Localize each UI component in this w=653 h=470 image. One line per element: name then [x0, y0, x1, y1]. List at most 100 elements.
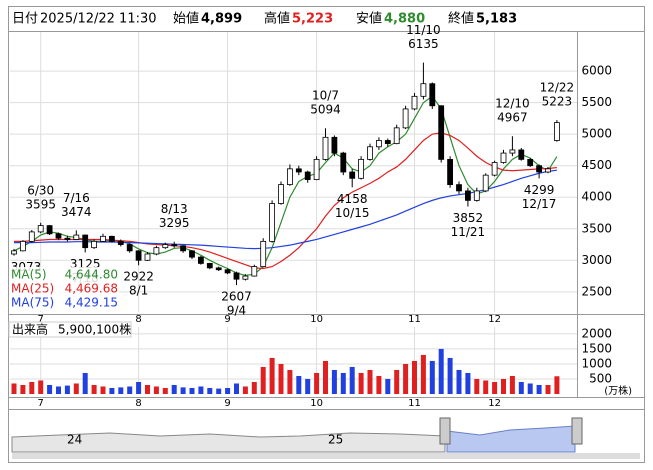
volume-bar: [216, 388, 222, 394]
annotation-date: 11/10: [406, 23, 441, 37]
candle-body: [117, 240, 124, 245]
volume-bar: [269, 357, 275, 394]
x-tick-label: 8: [135, 314, 141, 325]
value: 4,899: [201, 12, 242, 27]
navigator-handle[interactable]: [571, 417, 583, 445]
candle-body: [286, 168, 293, 186]
candle-body: [251, 266, 258, 277]
annotation-value: 5094: [310, 103, 341, 117]
unit-label: (万株): [604, 384, 632, 397]
volume-bar: [527, 383, 533, 394]
annotation-value: 4158: [337, 192, 368, 206]
legend-name: MA(75): [11, 296, 54, 310]
volume-bar: [20, 384, 26, 394]
value: 5,223: [292, 12, 333, 27]
candle-body: [82, 234, 89, 249]
x-tick-label: 12: [488, 398, 501, 409]
annotation-value: 4967: [497, 111, 528, 125]
volume-label: 出来高: [12, 322, 48, 337]
volume-bar: [394, 369, 400, 394]
volume-bar: [73, 383, 79, 394]
volume-bar: [251, 381, 257, 394]
x-tick-label: 10: [310, 398, 323, 409]
y-tick-label: 2500: [581, 284, 612, 298]
legend-name: MA(25): [11, 282, 54, 296]
candle-body: [295, 168, 302, 173]
volume-bar: [189, 387, 195, 394]
candle-body: [46, 225, 53, 235]
legend-value: 4,644.80: [65, 268, 118, 282]
annotation-date: 12/10: [495, 97, 530, 111]
candle-body: [536, 165, 542, 173]
label: 安値: [356, 11, 382, 27]
navigator-handle[interactable]: [439, 417, 451, 445]
candle-body: [402, 108, 409, 129]
volume-bar: [429, 360, 435, 394]
y-tick-label: 6000: [581, 64, 612, 78]
candle-body: [215, 267, 222, 271]
volume-bar: [438, 348, 444, 394]
value: 4,880: [384, 12, 425, 27]
volume-bar: [296, 375, 302, 394]
volume-bar: [118, 387, 124, 394]
scrollbar[interactable]: [12, 453, 640, 459]
candle-body: [100, 235, 106, 242]
annotation-date: 7/16: [63, 191, 90, 205]
volume-bar: [367, 369, 373, 394]
label: 始値: [173, 11, 199, 27]
volume-bar: [358, 372, 364, 394]
datetime: 2025/12/22 11:30: [40, 12, 157, 27]
volume-bar: [56, 386, 61, 394]
candle-body: [55, 233, 62, 239]
annotation-date: 8/13: [161, 202, 188, 216]
candle-body: [109, 235, 115, 242]
candle-body: [509, 149, 516, 154]
volume-bar: [64, 385, 70, 394]
x-tick-label: 9: [224, 398, 230, 409]
candle-body: [37, 225, 44, 233]
annotation-value: 4299: [524, 183, 555, 197]
volume-bar: [314, 372, 320, 394]
y-tick-label: 2000: [581, 326, 612, 340]
y-tick-label: 5500: [581, 95, 612, 109]
candle-body: [518, 149, 525, 160]
annotation-date: 9/4: [227, 304, 246, 318]
candle-body: [491, 162, 498, 176]
legend-box: [8, 321, 132, 338]
volume-bar: [136, 381, 142, 394]
volume-bar: [153, 386, 159, 394]
x-tick-label: 8: [135, 398, 141, 409]
candle-body: [91, 240, 97, 249]
label: 日付: [12, 12, 38, 27]
volume-bar: [100, 386, 106, 394]
candle-body: [197, 256, 204, 264]
y-tick-label: 5000: [581, 127, 612, 141]
volume-bar: [171, 384, 177, 394]
candle-body: [456, 184, 462, 192]
x-tick-label: 7: [38, 314, 44, 325]
candle-body: [242, 275, 249, 280]
navigator[interactable]: [11, 417, 640, 459]
volume-bar: [474, 378, 480, 394]
annotation-value: 3852: [453, 211, 484, 225]
y-tick-label: 3500: [581, 221, 612, 235]
volume-bar: [456, 369, 462, 394]
y-tick-label: 1000: [581, 356, 612, 370]
y-tick-label: 4000: [581, 190, 612, 204]
volume-bar: [207, 387, 213, 394]
x-tick-label: 11: [408, 398, 421, 409]
candle-body: [126, 244, 133, 252]
volume-bar: [447, 357, 453, 394]
label: 終値: [448, 11, 474, 27]
volume-bar: [331, 369, 337, 394]
candle-body: [73, 234, 80, 240]
candle-body: [304, 171, 311, 180]
candle-body: [11, 250, 17, 255]
volume-bar: [349, 366, 355, 394]
volume-bar: [145, 384, 150, 394]
candle-body: [340, 152, 347, 173]
candle-body: [482, 174, 489, 192]
candle-body: [438, 105, 445, 160]
volume-bar: [47, 384, 53, 394]
candle-body: [313, 158, 320, 180]
